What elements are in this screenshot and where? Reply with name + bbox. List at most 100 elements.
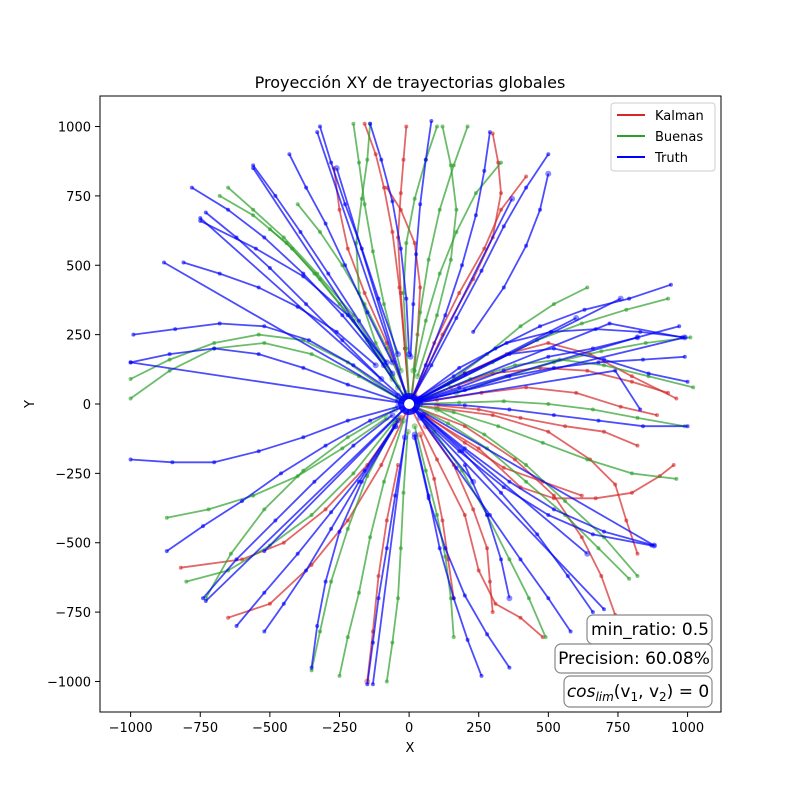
buenas-trajectory-21-point bbox=[418, 310, 423, 315]
x-tick-label: 0 bbox=[405, 721, 413, 736]
truth-trajectory-30-line bbox=[419, 414, 652, 547]
kalman-trajectory-2-point bbox=[404, 124, 409, 129]
buenas-trajectory-27-point bbox=[448, 257, 453, 262]
kalman-trajectory-16-point bbox=[362, 291, 367, 295]
truth-jump-7-point bbox=[680, 335, 684, 340]
kalman-trajectory-11-point bbox=[629, 374, 634, 379]
buenas-trajectory-11-point bbox=[579, 321, 584, 326]
truth-trajectory-31-point bbox=[504, 341, 509, 345]
kalman-trajectory-0-point bbox=[499, 191, 503, 196]
truth-trajectory-21-point bbox=[429, 119, 434, 123]
truth-trajectory-22-point bbox=[390, 199, 395, 204]
truth-trajectory-18-point bbox=[668, 282, 673, 287]
truth-jump-5-point bbox=[315, 130, 320, 135]
y-tick-label: 0 bbox=[83, 398, 91, 413]
buenas-trajectory-9-point bbox=[423, 318, 428, 323]
truth-trajectory-5-point bbox=[262, 590, 267, 595]
kalman-trajectory-1-point bbox=[382, 185, 386, 190]
kalman-trajectory-9-point bbox=[635, 551, 640, 556]
kalman-trajectory-14-point bbox=[476, 407, 481, 412]
truth-trajectory-4-point bbox=[273, 518, 278, 523]
kalman-trajectory-12-point bbox=[585, 368, 590, 373]
kalman-trajectory-19-point bbox=[417, 431, 424, 438]
legend-label-buenas: Buenas bbox=[655, 130, 703, 145]
buenas-trajectory-9-point bbox=[473, 191, 478, 196]
truth-trajectory-11-point bbox=[518, 557, 523, 562]
kalman-trajectory-2-point bbox=[401, 157, 406, 162]
truth-trajectory-24 bbox=[287, 152, 396, 366]
buenas-trajectory-12-point bbox=[602, 363, 606, 368]
truth-trajectory-7 bbox=[309, 423, 399, 670]
truth-trajectory-24-point bbox=[365, 310, 370, 315]
truth-trajectory-5-line bbox=[235, 420, 399, 627]
kalman-trajectory-10-point bbox=[599, 574, 604, 578]
y-tick-label: 250 bbox=[66, 329, 91, 344]
truth-trajectory-4-point bbox=[201, 596, 205, 601]
truth-trajectory-7-point bbox=[337, 529, 342, 534]
truth-trajectory-25 bbox=[203, 210, 385, 382]
buenas-trajectory-14-point bbox=[457, 400, 462, 405]
truth-trajectory-31-point bbox=[638, 329, 643, 334]
truth-trajectory-10-point bbox=[426, 496, 431, 501]
truth-trajectory-10-point bbox=[485, 632, 490, 637]
legend-box bbox=[610, 102, 716, 172]
truth-trajectory-2-point bbox=[256, 449, 261, 454]
truth-trajectory-17-point bbox=[546, 354, 551, 359]
truth-trajectory-21-point bbox=[407, 353, 414, 360]
truth-trajectory-9-point bbox=[479, 673, 484, 678]
buenas-trajectory-22-point bbox=[396, 596, 400, 601]
buenas-trajectory-24-point bbox=[434, 406, 440, 413]
buenas-trajectory-23-line bbox=[352, 123, 402, 371]
truth-trajectory-7-point bbox=[359, 479, 364, 484]
truth-trajectory-32 bbox=[462, 463, 513, 602]
buenas-trajectory-19-point bbox=[217, 193, 222, 198]
buenas-trajectory-5-line bbox=[310, 417, 399, 671]
buenas-trajectory-5-point bbox=[329, 579, 334, 584]
truth-trajectory-14-point bbox=[685, 424, 690, 429]
buenas-trajectory-23-point bbox=[382, 302, 386, 307]
x-tick-label: −250 bbox=[322, 721, 358, 736]
truth-trajectory-8-point bbox=[365, 682, 370, 687]
truth-trajectory-11-point bbox=[568, 629, 573, 634]
buenas-trajectory-17-point bbox=[423, 468, 428, 473]
buenas-trajectory-21-point bbox=[451, 163, 456, 168]
buenas-trajectory-23-point bbox=[351, 121, 356, 126]
truth-trajectory-30-point bbox=[501, 485, 506, 490]
truth-jump-7-point bbox=[607, 321, 612, 326]
truth-trajectory-30-point bbox=[546, 513, 551, 517]
truth-trajectory-6-point bbox=[304, 568, 309, 573]
kalman-trajectory-3-point bbox=[398, 207, 403, 212]
truth-trajectory-8-line bbox=[366, 437, 406, 685]
buenas-trajectory-6-point bbox=[382, 479, 386, 484]
truth-trajectory-3-point bbox=[368, 418, 373, 423]
kalman-trajectory-9-point bbox=[490, 413, 495, 418]
buenas-trajectory-25-point bbox=[599, 349, 604, 354]
buenas-trajectory-4-point bbox=[301, 468, 306, 473]
truth-jump-1-point bbox=[651, 542, 658, 549]
truth-trajectory-1-point bbox=[256, 352, 261, 357]
truth-trajectory-5-point bbox=[295, 551, 300, 556]
truth-trajectory-5-point bbox=[234, 624, 239, 628]
truth-trajectory-24-point bbox=[287, 152, 292, 157]
truth-trajectory-12-point bbox=[590, 610, 595, 615]
kalman-trajectory-6-point bbox=[476, 568, 481, 573]
truth-trajectory-10-point bbox=[462, 593, 467, 598]
buenas-trajectory-13-point bbox=[540, 440, 545, 445]
kalman-trajectory-8-point bbox=[593, 496, 598, 501]
buenas-trajectory-0-point bbox=[167, 368, 172, 373]
truth-trajectory-2-point bbox=[170, 460, 175, 465]
truth-trajectory-30-point bbox=[457, 449, 462, 454]
truth-trajectory-17-point bbox=[677, 324, 682, 329]
truth-trajectory-8-point bbox=[393, 493, 398, 498]
truth-trajectory-2-point bbox=[301, 435, 306, 440]
truth-trajectory-9-point bbox=[465, 637, 470, 642]
kalman-trajectory-15-point bbox=[482, 246, 487, 251]
truth-trajectory-0-point bbox=[131, 332, 136, 337]
kalman-trajectory-7-point bbox=[487, 579, 492, 584]
truth-trajectory-18-point bbox=[451, 374, 456, 379]
kalman-trajectory-9-point bbox=[546, 429, 551, 434]
truth-trajectory-6-point bbox=[357, 479, 361, 484]
truth-trajectory-26-point bbox=[372, 362, 379, 369]
buenas-trajectory-22-point bbox=[384, 679, 389, 684]
buenas-trajectory-0-point bbox=[128, 396, 133, 401]
